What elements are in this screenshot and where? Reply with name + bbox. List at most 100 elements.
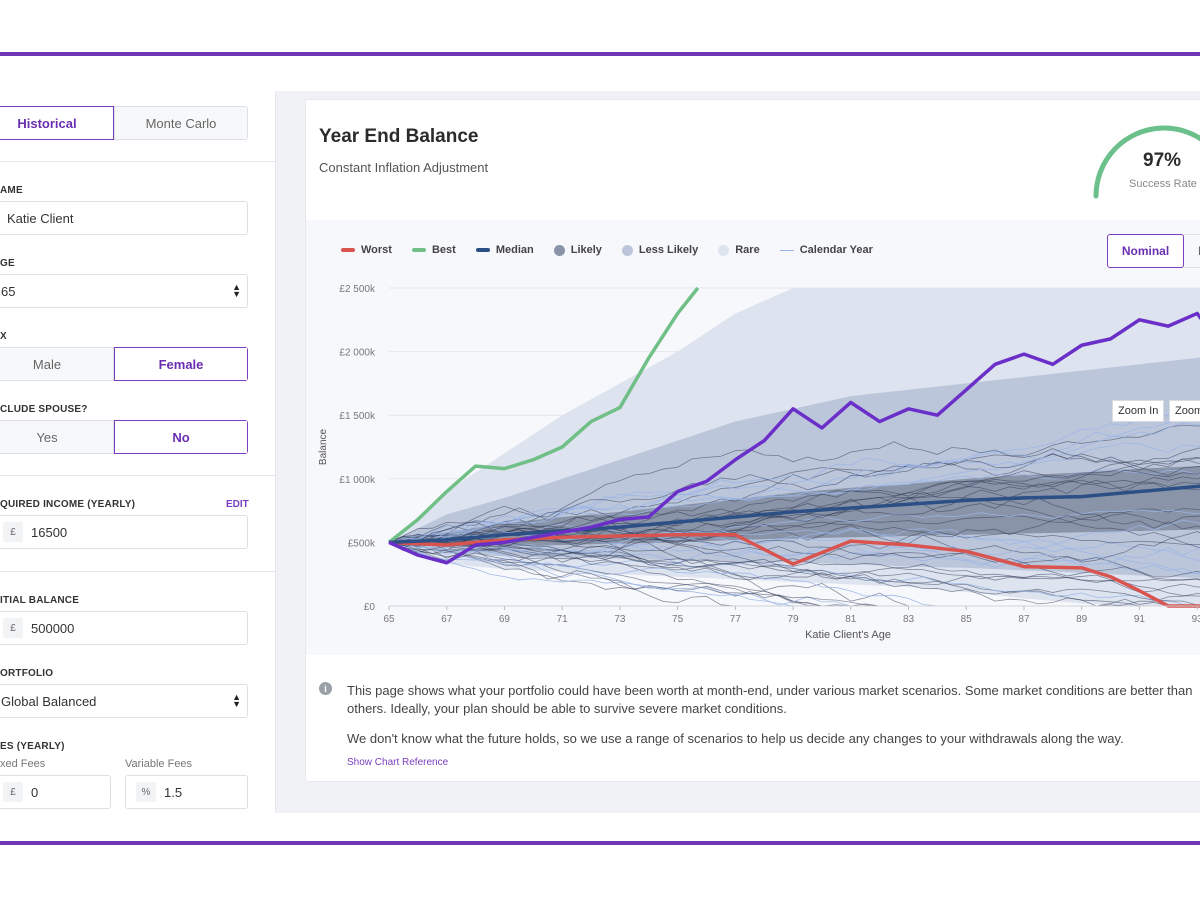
app-window: Historical Monte Carlo AME Katie Client … [0, 91, 1200, 813]
x-tick-label: 89 [1076, 614, 1088, 625]
portfolio-select[interactable]: Global Balanced ▲ ▼ [0, 684, 248, 718]
historical-tab[interactable]: Historical [0, 106, 114, 140]
info-paragraph-1: This page shows what your portfolio coul… [347, 683, 1193, 716]
legend-item: Rare [718, 244, 760, 256]
nominal-toggle[interactable]: Nominal [1107, 234, 1184, 268]
y-tick-label: £2 000k [339, 348, 376, 359]
series-median [388, 484, 1200, 545]
spouse-label: CLUDE SPOUSE? [0, 404, 88, 415]
x-tick-label: 81 [845, 614, 857, 625]
legend-item: Best [411, 244, 456, 256]
female-option[interactable]: Female [114, 347, 248, 381]
scenario-line [388, 519, 1200, 557]
currency-prefix: £ [3, 782, 23, 802]
series-best [387, 286, 700, 544]
info-paragraph-2: We don't know what the future holds, so … [347, 731, 1124, 746]
y-tick-label: £1 500k [339, 411, 376, 422]
mode-toggle: Historical Monte Carlo [0, 106, 248, 140]
x-axis-title: Katie Client's Age [805, 629, 891, 641]
y-tick-label: £2 500k [339, 284, 376, 295]
legend-swatch [341, 248, 355, 252]
income-field[interactable]: £ 16500 [0, 515, 248, 549]
select-caret-icon: ▲ ▼ [232, 282, 241, 299]
male-option[interactable]: Male [0, 347, 114, 381]
spouse-toggle: Yes No [0, 420, 248, 454]
name-value: Katie Client [7, 210, 74, 226]
currency-prefix: £ [3, 522, 23, 542]
balance-chart: £0 £500k £1 000k £1 500k £2 000k £2 500k 65 67 6… [318, 284, 1200, 641]
legend-item: Likely [553, 244, 602, 256]
x-tick-label: 83 [903, 614, 915, 625]
y-tick-label: £1 000k [339, 475, 376, 486]
initial-balance-field[interactable]: £ 500000 [0, 611, 248, 645]
x-tick-label: 67 [441, 614, 453, 625]
legend-label: Median [495, 244, 534, 256]
scenario-line [388, 453, 1200, 543]
fixed-fees-label: xed Fees [0, 758, 46, 770]
balance-value: 500000 [31, 620, 75, 636]
scenario-line [388, 479, 1200, 543]
show-chart-reference-link[interactable]: Show Chart Reference [347, 757, 449, 768]
age-value: 65 [1, 283, 16, 299]
divider [0, 161, 276, 162]
legend-swatch [553, 244, 565, 256]
portfolio-value: Global Balanced [1, 693, 97, 709]
legend-swatch [779, 249, 794, 251]
success-rate-value: 97% [1143, 150, 1182, 171]
scenario-line [388, 542, 1200, 606]
scenario-line [388, 479, 1200, 547]
bottom-accent-bar [0, 841, 1200, 845]
divider [0, 475, 276, 476]
zoom-in-button[interactable]: Zoom In [1112, 400, 1165, 422]
x-tick-label: 75 [672, 614, 684, 625]
x-tick-label: 87 [1018, 614, 1030, 625]
select-caret-icon: ▲ ▼ [232, 692, 241, 709]
legend-swatch [475, 248, 490, 252]
legend-label: Rare [735, 244, 760, 256]
x-tick-label: 85 [961, 614, 973, 625]
spouse-yes-option[interactable]: Yes [0, 420, 114, 454]
x-tick-label: 91 [1134, 614, 1146, 625]
scenario-line [388, 528, 1200, 564]
legend-item: Less Likely [621, 244, 698, 256]
chart-area: Worst Best Median Likely Less Likely Rare Cale… [306, 220, 1200, 655]
gauge-arc [1093, 125, 1200, 199]
x-tick-label: 79 [788, 614, 800, 625]
card-subtitle: Constant Inflation Adjustment [319, 160, 489, 175]
name-field[interactable]: Katie Client [0, 201, 248, 235]
series-worst [388, 533, 1200, 608]
legend-label: Calendar Year [799, 244, 873, 256]
scenario-line [388, 441, 1200, 549]
income-value: 16500 [31, 524, 68, 540]
real-toggle[interactable]: R [1184, 234, 1200, 268]
scenario-line [388, 536, 1200, 581]
fixed-fees-field[interactable]: £ 0 [0, 775, 111, 809]
divider [0, 571, 276, 572]
spouse-no-option[interactable]: No [114, 420, 248, 454]
year-end-balance-card: Year End Balance Constant Inflation Adju… [305, 99, 1200, 782]
variable-fees-value: 1.5 [164, 784, 183, 800]
legend-label: Best [431, 244, 456, 256]
scenario-line [388, 512, 1200, 567]
balance-label: ITIAL BALANCE [0, 595, 80, 606]
age-select[interactable]: 65 ▲ ▼ [0, 274, 248, 308]
scenario-line [388, 497, 1200, 551]
info-icon: i [319, 682, 332, 695]
sex-label: X [0, 331, 7, 342]
zoom-out-button[interactable]: Zoom [1169, 400, 1200, 422]
legend-label: Worst [361, 244, 392, 256]
settings-panel: Historical Monte Carlo AME Katie Client … [0, 91, 276, 813]
fees-label: ES (YEARLY) [0, 741, 65, 752]
monte-carlo-tab[interactable]: Monte Carlo [114, 106, 248, 140]
income-edit-link[interactable]: EDIT [226, 499, 249, 510]
legend-item: Calendar Year [779, 244, 873, 256]
variable-fees-field[interactable]: % 1.5 [125, 775, 248, 809]
legend-swatch [411, 248, 426, 252]
scenario-line [388, 535, 1200, 578]
x-tick-label: 71 [557, 614, 569, 625]
age-label: GE [0, 258, 15, 269]
success-gauge [1093, 125, 1200, 199]
legend-item: Median [475, 244, 534, 256]
app-stage: Historical Monte Carlo AME Katie Client … [0, 56, 1200, 841]
y-axis-title: Balance [318, 428, 329, 465]
